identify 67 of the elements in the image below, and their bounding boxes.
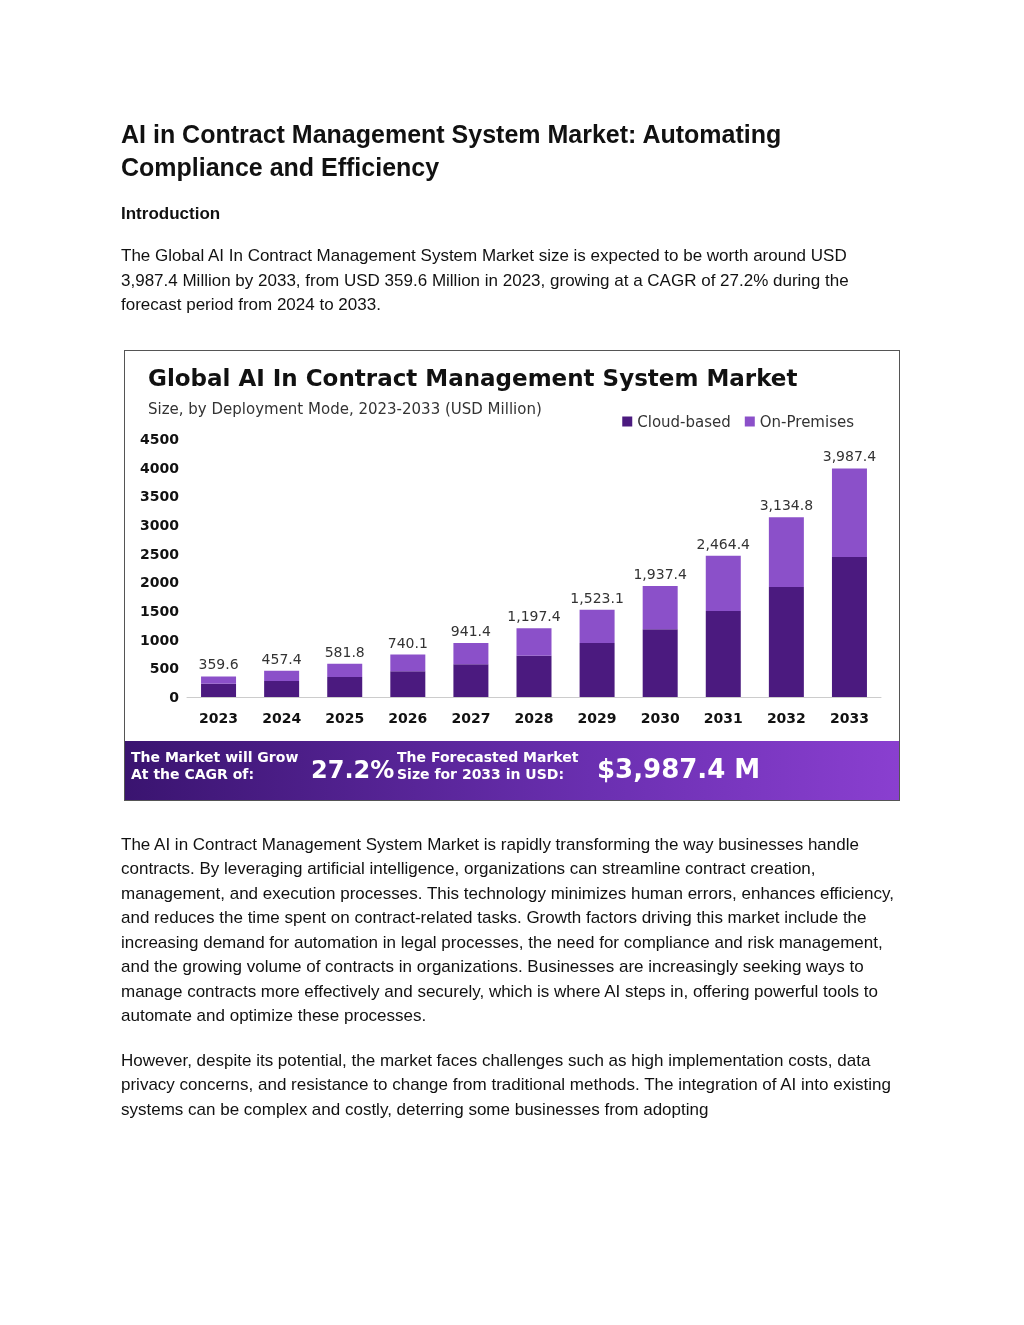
y-tick-label: 3000: [140, 516, 180, 533]
x-tick-label: 2025: [325, 709, 365, 726]
legend-label: Cloud-based: [637, 412, 731, 430]
text: The AI in Contract Management System Market is rapidly transforming the way businesses handle contracts. By leveraging artificial intelligence, organizations can streamline contract creation, management, and execution processes. This technology minimizes human errors, enhances efficiency, and reduces the time spent on contract-related tasks. Growth factors driving this market include the increasing demand for automation in legal processes, the need for compliance and risk management, and the growing volume of contracts in organizations. Businesses are increasingly seeking ways to manage contracts more effectively and securely, which is where AI steps in, offering powerful tools to automate and optimize these processes.: [121, 833, 895, 1027]
total-label: 2,464.4: [696, 535, 751, 552]
bar: [831, 556, 867, 697]
bar: [264, 670, 300, 681]
bar: [768, 516, 804, 587]
bar: [705, 610, 741, 697]
bar: [201, 683, 237, 697]
x-tick-label: 2031: [703, 709, 743, 726]
y-tick-label: 4500: [140, 430, 180, 447]
text: Introduction: [121, 204, 222, 224]
bar: [579, 642, 615, 697]
text: The Market will Grow At the CAGR of:: [131, 748, 300, 784]
total-label: 1,197.4: [507, 607, 561, 624]
text: $3,987.4 M: [597, 752, 762, 785]
total-label: 3,987.4: [822, 447, 877, 464]
x-tick-label: 2029: [577, 709, 617, 726]
total-label: 941.4: [450, 622, 492, 639]
bar: [579, 609, 615, 643]
x-tick-label: 2023: [199, 709, 239, 726]
bar: [705, 555, 741, 611]
total-label: 1,523.1: [570, 589, 624, 606]
y-tick-label: 2500: [140, 545, 180, 562]
chart-subtitle: Size, by Deployment Mode, 2023-2033 (USD Million): [148, 399, 542, 417]
y-tick-label: 3500: [140, 487, 180, 504]
bar: [453, 642, 489, 664]
bar: [516, 655, 552, 697]
total-label: 740.1: [387, 634, 428, 651]
bar: [390, 654, 426, 671]
text: However, despite its potential, the market faces challenges such as high implementation costs, data privacy concerns, and resistance to change from traditional methods. The integration of AI into existing systems can be complex and costly, deterring some businesses from adopting: [121, 1049, 892, 1121]
bar: [642, 585, 678, 629]
y-tick-label: 0: [169, 688, 180, 705]
bar: [327, 676, 363, 697]
total-label: 3,134.8: [759, 496, 814, 513]
bar: [768, 586, 804, 697]
y-tick-label: 1500: [140, 602, 180, 619]
total-label: 359.6: [198, 655, 239, 672]
bar: [327, 663, 363, 677]
x-tick-label: 2026: [388, 709, 428, 726]
legend-label: On-Premises: [759, 412, 855, 430]
chart-title: Global AI In Contract Management System Market: [148, 364, 798, 390]
x-tick-label: 2032: [766, 709, 806, 726]
bar: [390, 670, 426, 697]
x-tick-label: 2030: [640, 709, 680, 726]
bar: [264, 680, 300, 697]
x-tick-label: 2027: [451, 709, 491, 726]
x-tick-label: 2024: [262, 709, 302, 726]
total-label: 457.4: [261, 650, 302, 667]
text: The Global AI In Contract Management System Market size is expected to be worth around USD 3,987.4 Million by 2033, from USD 359.6 Million in 2023, growing at a CAGR of 27.2% during the forecast period from 2024 to 2033.: [121, 245, 850, 316]
y-tick-label: 4000: [140, 459, 180, 476]
total-label: 581.8: [324, 643, 365, 660]
bar: [516, 627, 552, 656]
text: AI in Contract Management System Market: Automating Compliance and Efficiency: [121, 119, 783, 183]
x-tick-label: 2033: [829, 709, 869, 726]
y-tick-label: 1000: [140, 631, 180, 648]
y-tick-label: 500: [149, 659, 180, 676]
y-tick-label: 2000: [140, 573, 180, 590]
text: The Forecasted Market Size for 2033 in USD:: [397, 748, 580, 784]
bar: [201, 675, 237, 684]
bar: [453, 663, 489, 697]
x-tick-label: 2028: [514, 709, 554, 726]
text: 27.2%: [311, 755, 395, 784]
total-label: 1,937.4: [633, 565, 687, 582]
bar: [831, 467, 867, 557]
bar: [642, 628, 678, 697]
